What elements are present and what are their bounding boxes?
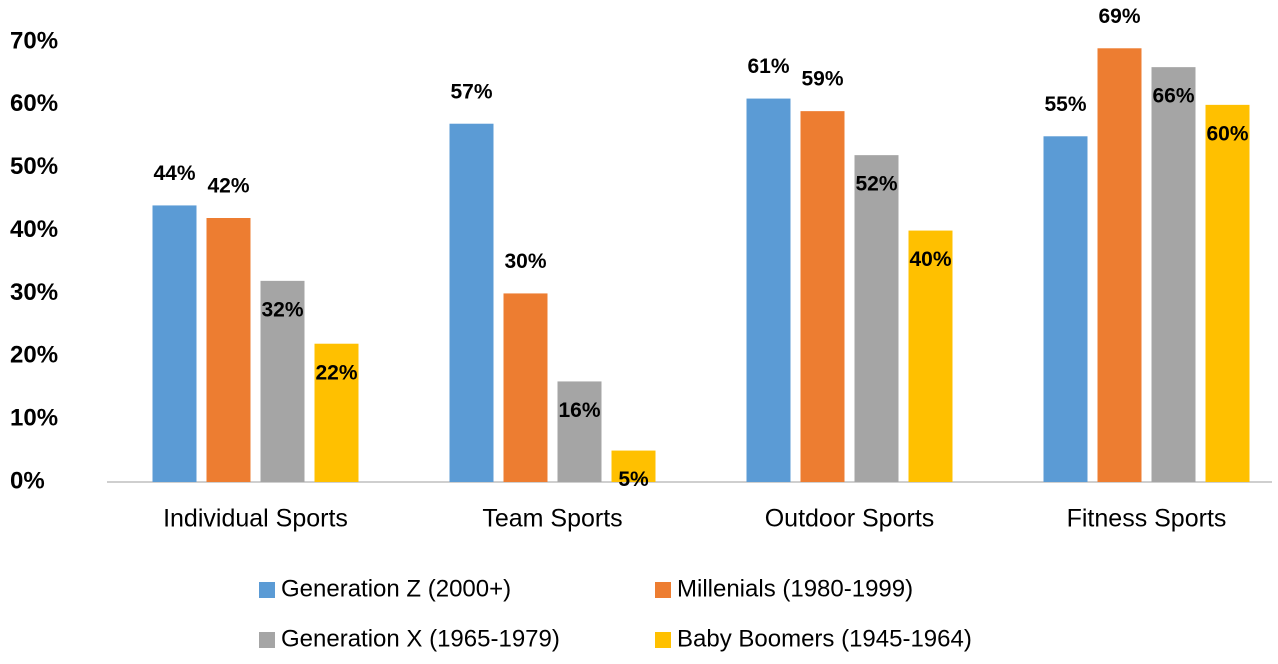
value-label: 55%	[1044, 93, 1086, 116]
bar	[800, 111, 845, 483]
bar	[557, 381, 602, 482]
value-label: 32%	[261, 298, 303, 321]
bar	[908, 230, 953, 482]
y-tick-label: 60%	[10, 90, 58, 117]
value-label: 42%	[207, 175, 249, 198]
bar	[1043, 136, 1088, 483]
y-tick-label: 10%	[10, 404, 58, 431]
bar	[503, 293, 548, 482]
legend-swatch	[655, 632, 671, 648]
value-label: 57%	[450, 80, 492, 103]
legend-label: Generation X (1965-1979)	[281, 625, 560, 652]
bar	[260, 280, 305, 482]
legend-swatch	[259, 582, 275, 598]
value-label: 16%	[558, 399, 600, 422]
value-label: 30%	[504, 250, 546, 273]
x-tick-label: Fitness Sports	[1067, 505, 1227, 533]
value-label: 61%	[747, 55, 789, 78]
legend-label: Generation Z (2000+)	[281, 575, 511, 602]
y-tick-label: 70%	[10, 27, 58, 54]
value-label: 59%	[801, 68, 843, 91]
value-label: 69%	[1098, 5, 1140, 28]
legend-swatch	[259, 632, 275, 648]
bar	[152, 205, 197, 482]
value-label: 44%	[153, 162, 195, 185]
value-label: 22%	[315, 361, 357, 384]
legend-label: Millenials (1980-1999)	[677, 575, 913, 602]
legend-swatch	[655, 582, 671, 598]
bar	[1151, 67, 1196, 483]
y-tick-label: 0%	[10, 467, 45, 494]
x-tick-label: Team Sports	[482, 505, 622, 533]
legend-label: Baby Boomers (1945-1964)	[677, 625, 972, 652]
bar	[746, 98, 791, 483]
bar	[611, 450, 656, 482]
y-tick-label: 30%	[10, 279, 58, 306]
bar	[314, 343, 359, 482]
value-label: 60%	[1206, 122, 1248, 145]
y-tick-label: 20%	[10, 342, 58, 369]
x-tick-label: Individual Sports	[163, 505, 348, 533]
y-tick-label: 40%	[10, 216, 58, 243]
value-label: 66%	[1152, 85, 1194, 108]
bar	[854, 155, 899, 482]
value-label: 40%	[909, 248, 951, 271]
bar	[206, 218, 251, 482]
bar	[1097, 48, 1142, 483]
x-tick-label: Outdoor Sports	[765, 505, 935, 533]
y-tick-label: 50%	[10, 153, 58, 180]
bar	[1205, 104, 1250, 482]
value-label: 52%	[855, 173, 897, 196]
value-label: 5%	[618, 468, 649, 491]
bar	[449, 123, 494, 482]
